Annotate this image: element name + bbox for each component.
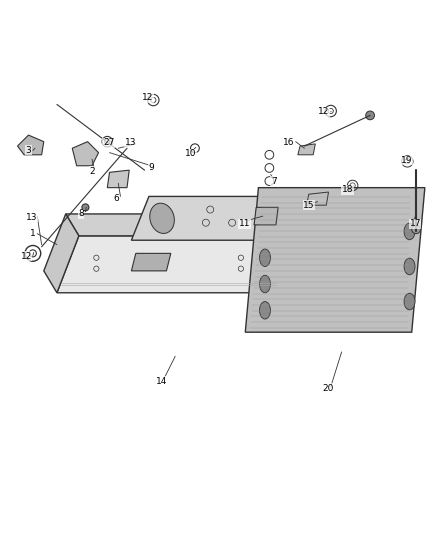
Ellipse shape [404,223,415,240]
Text: 14: 14 [155,377,167,386]
Polygon shape [18,135,44,155]
Text: 10: 10 [185,149,196,158]
Text: 8: 8 [78,209,84,219]
Text: 7: 7 [271,176,277,185]
Text: 9: 9 [148,164,154,173]
Polygon shape [66,214,293,236]
Text: 13: 13 [26,213,37,222]
Polygon shape [57,236,293,293]
Circle shape [366,111,374,120]
Text: 3: 3 [25,146,32,155]
Polygon shape [131,253,171,271]
Text: 2: 2 [89,166,95,175]
Polygon shape [44,214,79,293]
Text: 12: 12 [318,107,330,116]
Text: 12: 12 [21,252,32,261]
Ellipse shape [259,302,271,319]
Text: 1: 1 [30,229,36,238]
Polygon shape [245,188,425,332]
Text: 11: 11 [239,219,250,228]
Text: 27: 27 [103,139,114,148]
Text: 17: 17 [410,219,421,228]
Text: 20: 20 [322,384,333,393]
Polygon shape [307,192,328,205]
Polygon shape [131,197,333,240]
Text: 15: 15 [303,201,314,209]
Text: 19: 19 [401,156,412,165]
Ellipse shape [259,249,271,266]
Ellipse shape [150,203,174,233]
Text: 13: 13 [125,138,136,147]
Ellipse shape [259,275,271,293]
Text: 16: 16 [283,139,295,148]
Ellipse shape [404,293,415,310]
Circle shape [412,225,420,233]
Polygon shape [72,142,99,166]
Ellipse shape [272,203,297,233]
Ellipse shape [404,258,415,275]
Polygon shape [254,207,278,225]
Text: 18: 18 [342,185,353,195]
Text: 6: 6 [113,194,119,203]
Circle shape [82,204,89,211]
Text: 12: 12 [142,93,154,102]
Polygon shape [298,144,315,155]
Polygon shape [107,170,129,188]
